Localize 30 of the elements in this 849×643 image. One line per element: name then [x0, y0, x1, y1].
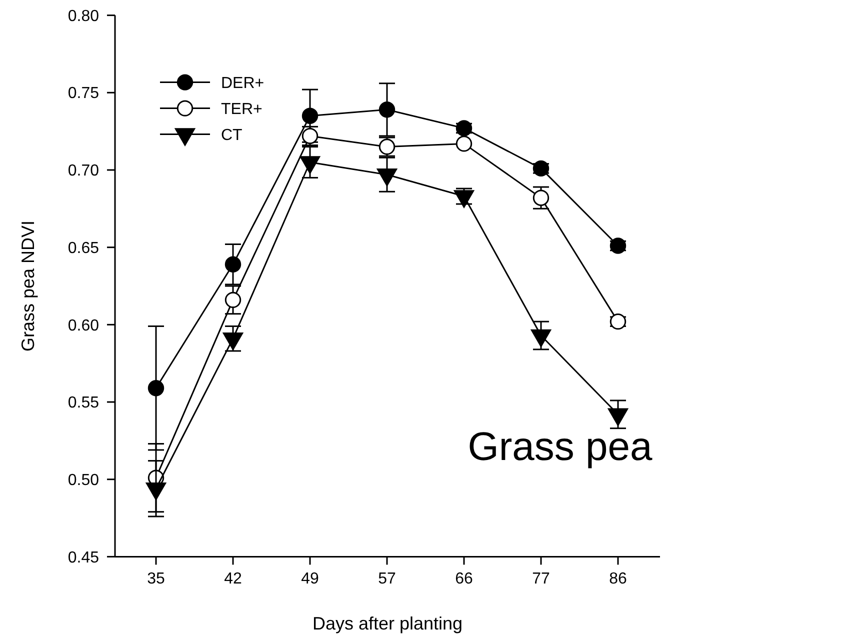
- y-tick-label: 0.65: [68, 240, 100, 257]
- x-tick-label: 86: [609, 570, 627, 588]
- x-tick-label: 42: [224, 570, 242, 588]
- x-axis-title: Days after planting: [312, 614, 463, 634]
- y-axis-title: Grass pea NDVI: [18, 220, 38, 352]
- y-tick-label: 0.75: [68, 85, 100, 102]
- x-tick-label: 66: [455, 570, 473, 588]
- point: [532, 160, 550, 177]
- y-tick-label: 0.60: [68, 317, 100, 334]
- point: [610, 313, 626, 330]
- point: [378, 102, 396, 118]
- point: [456, 136, 472, 152]
- legend-label: TER+: [221, 100, 262, 118]
- y-tick-label: 0.45: [68, 549, 100, 566]
- point: [302, 108, 318, 124]
- y-tick-label: 0.80: [68, 8, 100, 25]
- x-tick-label: 49: [301, 570, 319, 588]
- y-tick-label: 0.70: [68, 162, 100, 180]
- y-tick-label: 0.55: [68, 394, 100, 412]
- x-tick-label: 35: [147, 570, 165, 588]
- point: [532, 190, 550, 206]
- legend-label: DER+: [221, 74, 264, 92]
- point: [224, 292, 242, 308]
- y-tick-label: 0.50: [68, 472, 100, 489]
- point: [148, 380, 164, 396]
- x-tick-label: 77: [532, 570, 550, 588]
- x-tick-label: 57: [378, 570, 396, 588]
- legend-label: CT: [221, 126, 243, 144]
- point: [224, 256, 242, 272]
- annotation: Grass pea: [468, 425, 654, 469]
